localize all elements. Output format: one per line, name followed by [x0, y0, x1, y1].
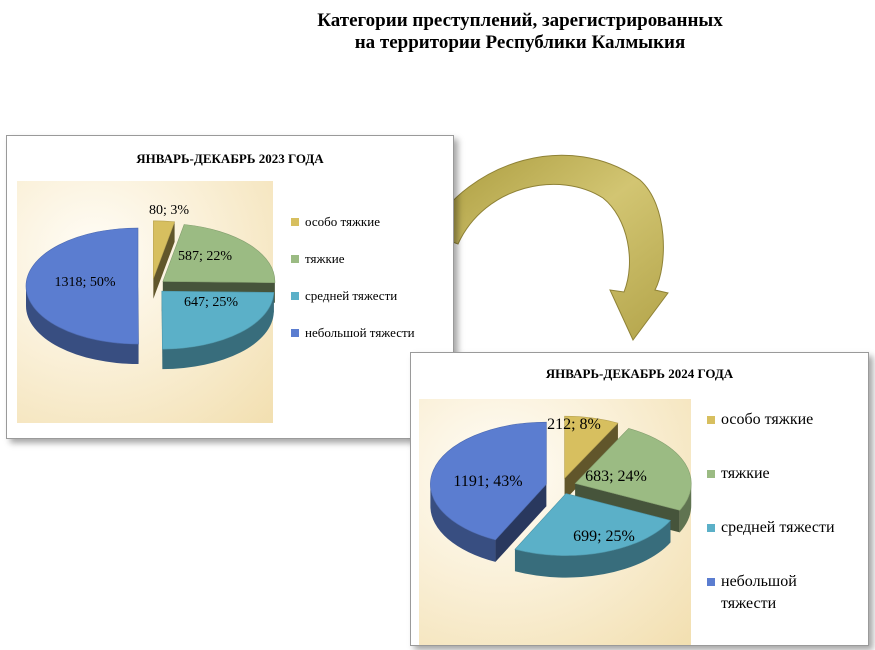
pie-data-labels: 80; 3% 587; 22% 647; 25% 1318; 50% — [54, 203, 238, 310]
legend-label: тяжкие — [721, 465, 770, 482]
chart-panel-2023: ЯНВАРЬ-ДЕКАБРЬ 2023 ГОДА 80; 3% 587; 22% 6… — [6, 135, 454, 439]
curved-arrow-body — [427, 154, 669, 341]
pie-slice-2 — [514, 493, 672, 556]
pie-slice-0 — [153, 220, 176, 279]
pie-chart-2023: 80; 3% 587; 22% 647; 25% 1318; 50% — [25, 203, 276, 370]
pie-slice-1 — [162, 224, 276, 283]
page-title-line-2: на территории Республики Калмыкия — [354, 32, 686, 53]
chart-legend: особо тяжкие тяжкие средней тяжести небольш… — [707, 409, 857, 625]
legend-swatch — [291, 218, 299, 226]
pie-slice-wall — [26, 286, 139, 365]
pie-slice-wall — [514, 520, 671, 578]
data-label: 699; 25% — [573, 528, 635, 545]
legend-label: средней тяжести — [305, 288, 398, 303]
legend-label: особо тяжкие — [721, 411, 814, 428]
legend-swatch — [291, 329, 299, 337]
legend-item: небольшой тяжести — [291, 323, 441, 360]
page-title: Категории преступлений, зарегистрированн… — [0, 10, 875, 54]
legend-swatch — [291, 255, 299, 263]
pie-slices — [25, 220, 276, 370]
chart-legend: особо тяжкие тяжкие средней тяжести небольш… — [291, 212, 441, 360]
data-label: 212; 8% — [547, 416, 601, 433]
data-label: 587; 22% — [178, 249, 232, 264]
pie-slice-side — [495, 484, 547, 562]
data-label: 80; 3% — [149, 203, 189, 218]
data-label: 1191; 43% — [453, 473, 522, 490]
pie-slice-wall — [679, 483, 692, 533]
legend-label: средней тяжести — [721, 519, 835, 536]
pie-slice-3 — [430, 421, 547, 541]
legend-swatch — [707, 578, 715, 586]
legend-label: особо тяжкие — [305, 214, 380, 229]
legend-item: средней тяжести — [291, 286, 441, 323]
pie-slice-wall — [430, 484, 496, 562]
legend-item: средней тяжести — [707, 517, 857, 571]
legend-swatch — [707, 470, 715, 478]
legend-item: особо тяжкие — [707, 409, 857, 463]
pie-data-labels: 212; 8% 683; 24% 699; 25% 1191; 43% — [453, 416, 646, 545]
legend-item: небольшой тяжести — [707, 571, 857, 625]
pie-slice-3 — [25, 227, 139, 345]
data-label: 647; 25% — [184, 295, 238, 310]
page-title-line-1: Категории преступлений, зарегистрированн… — [317, 10, 723, 31]
legend-label: тяжкие — [305, 251, 345, 266]
legend-item: особо тяжкие — [291, 212, 441, 249]
pie-chart-2024: 212; 8% 683; 24% 699; 25% 1191; 43% — [430, 415, 692, 578]
chart-title: ЯНВАРЬ-ДЕКАБРЬ 2023 ГОДА — [136, 151, 324, 166]
chart-panel-2024: ЯНВАРЬ-ДЕКАБРЬ 2024 ГОДА 212; 8% 683; 24%… — [410, 352, 869, 646]
pie-slice-2 — [161, 290, 275, 350]
data-label: 1318; 50% — [54, 275, 115, 290]
pie-slice-1 — [574, 428, 692, 511]
pie-slice-0 — [564, 415, 619, 479]
legend-label: небольшой тяжести — [721, 573, 797, 612]
pie-slices — [430, 415, 692, 578]
legend-label: небольшой тяжести — [305, 325, 415, 340]
chart-title: ЯНВАРЬ-ДЕКАБРЬ 2024 ГОДА — [545, 366, 734, 381]
pie-slice-wall — [162, 292, 274, 370]
legend-item: тяжкие — [291, 249, 441, 286]
legend-swatch — [291, 292, 299, 300]
legend-item: тяжкие — [707, 463, 857, 517]
data-label: 683; 24% — [585, 468, 647, 485]
pie-slice-side — [153, 221, 175, 299]
legend-swatch — [707, 416, 715, 424]
legend-swatch — [707, 524, 715, 532]
